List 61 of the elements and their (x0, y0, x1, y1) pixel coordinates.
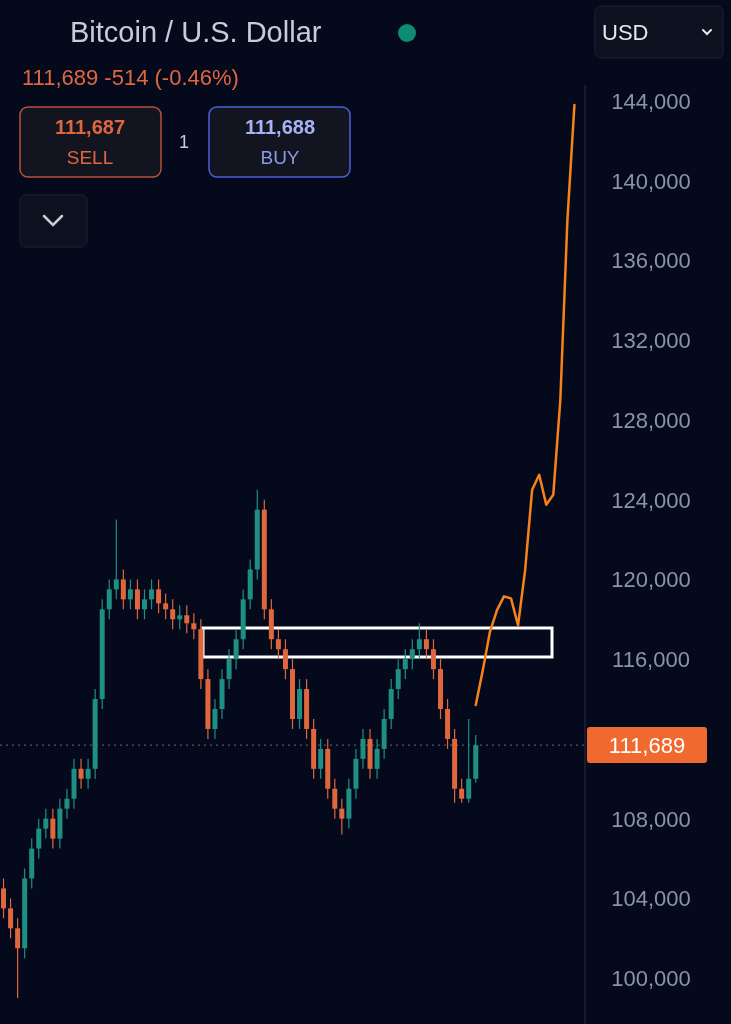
chart-subtitle: 111,689 -514 (-0.46%) (22, 65, 239, 90)
ref-line-label: 111,689 (608, 733, 686, 759)
candlestick (170, 598, 176, 630)
candlestick (156, 578, 162, 614)
candlestick (339, 798, 345, 836)
candlestick (78, 758, 84, 790)
annotation: SELL (66, 147, 114, 168)
candlestick (64, 788, 70, 820)
candlestick (318, 738, 324, 780)
candlestick (282, 638, 288, 680)
candlestick (212, 698, 218, 740)
y-tick-label: 128,000 (611, 407, 691, 433)
y-tick-label: 124,000 (611, 487, 691, 513)
candlestick (134, 578, 140, 620)
candlestick (149, 578, 155, 610)
candlestick (43, 808, 49, 840)
y-tick-label: 116,000 (612, 647, 690, 673)
annotation: 111,687 (54, 116, 126, 138)
candlestick (184, 604, 190, 634)
candlestick (127, 578, 133, 610)
candlestick (36, 818, 42, 860)
candlestick (113, 519, 119, 600)
line-series (474, 103, 576, 707)
candlestick (191, 612, 197, 640)
y-tick-label: 132,000 (611, 328, 691, 354)
y-tick-label: 140,000 (611, 168, 691, 194)
candlestick (275, 628, 281, 660)
text: USD (602, 20, 649, 45)
candlestick (466, 718, 472, 804)
y-tick-label: 108,000 (611, 806, 691, 832)
candlestick (233, 628, 239, 670)
candlestick (374, 738, 380, 780)
candlestick (141, 588, 147, 620)
y-tick-label: 144,000 (611, 88, 691, 114)
candlestick (163, 592, 169, 620)
y-tick-label: 120,000 (611, 567, 691, 593)
chart-title: Bitcoin / U.S. Dollar (70, 16, 322, 48)
candlestick (430, 638, 436, 680)
candlestick (1, 877, 7, 919)
candlestick (177, 604, 183, 630)
candlestick (402, 648, 408, 680)
candlestick (360, 728, 366, 770)
candlestick (8, 897, 14, 939)
candlestick (106, 578, 112, 620)
candlestick (85, 758, 91, 790)
candlestick (332, 778, 338, 820)
y-tick-label: 100,000 (611, 966, 691, 992)
candlestick (416, 622, 422, 660)
candlestick (409, 638, 415, 670)
candlestick (15, 917, 21, 999)
candlestick (395, 658, 401, 700)
candlestick (50, 808, 56, 850)
y-tick-label: 104,000 (611, 886, 691, 912)
y-tick-label: 136,000 (611, 248, 691, 274)
annotation: 1 (178, 132, 190, 152)
annotation: 111,688 (244, 116, 316, 138)
candlestick (226, 648, 232, 690)
candlestick (459, 778, 465, 804)
candlestick (120, 568, 126, 610)
annotation: BUY (260, 147, 300, 168)
candlestick (423, 628, 429, 660)
